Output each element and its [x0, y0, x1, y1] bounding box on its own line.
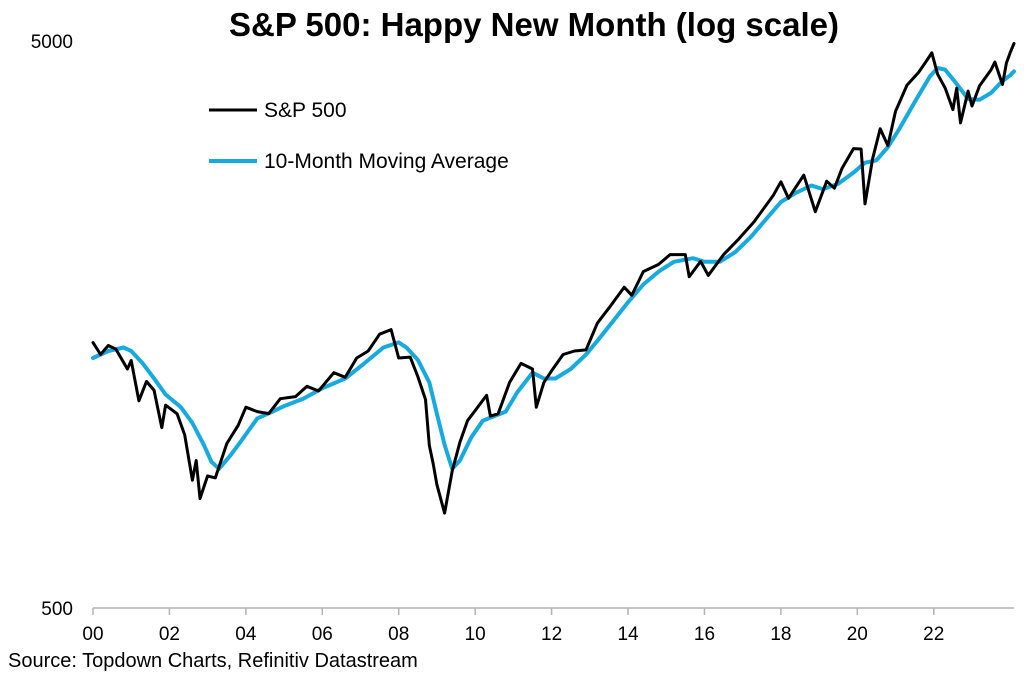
y-tick-label: 500 [41, 599, 73, 620]
x-tick-label: 08 [388, 624, 409, 645]
y-tick-labels: 500 5000 [31, 32, 73, 620]
x-tick-label: 02 [159, 624, 180, 645]
x-tick-label: 22 [923, 624, 944, 645]
legend-label-sp500: S&P 500 [264, 99, 347, 122]
x-tick-label: 06 [312, 624, 333, 645]
x-tick-label: 18 [770, 624, 791, 645]
legend-label-moving-average: 10-Month Moving Average [264, 150, 509, 173]
x-tick-label: 16 [694, 624, 715, 645]
source-note: Source: Topdown Charts, Refinitiv Datast… [8, 650, 418, 672]
series-lines [91, 42, 1016, 515]
sp500-line [91, 42, 1016, 515]
x-tick-label: 04 [235, 624, 257, 645]
x-tick-label: 12 [541, 624, 562, 645]
x-tick-label: 10 [465, 624, 486, 645]
moving-average-line [91, 66, 1016, 471]
chart-title: S&P 500: Happy New Month (log scale) [229, 6, 839, 43]
x-tick-label: 14 [617, 624, 639, 645]
x-tick-label: 00 [82, 624, 103, 645]
y-tick-label: 5000 [31, 32, 73, 53]
x-tick-labels: 00 02 04 06 08 10 12 14 16 18 20 22 [82, 608, 944, 645]
legend: S&P 500 10-Month Moving Average [209, 99, 509, 173]
x-tick-label: 20 [847, 624, 868, 645]
